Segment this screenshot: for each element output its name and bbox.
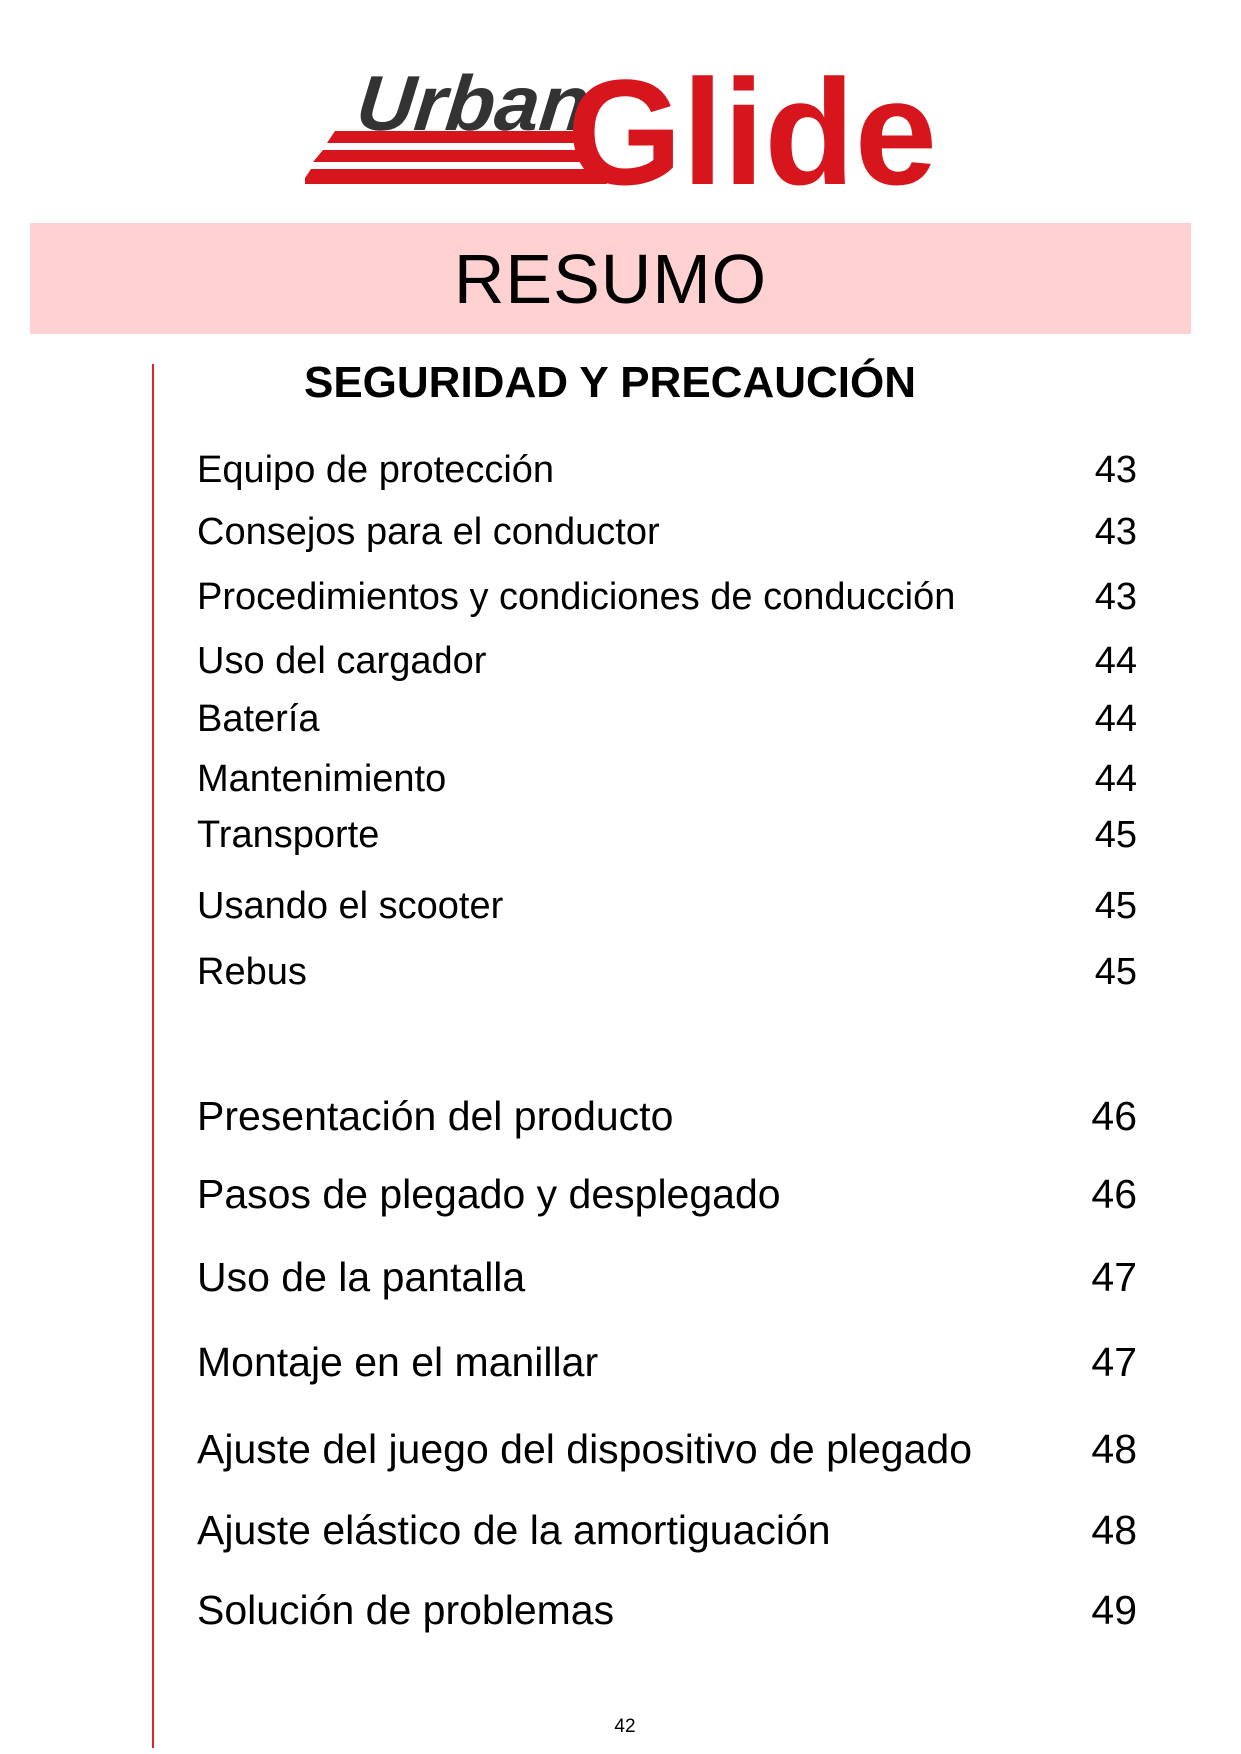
section-title: SEGURIDAD Y PRECAUCIÓN: [303, 358, 917, 407]
toc-label: Presentación del producto: [197, 1093, 674, 1139]
toc-page: 47: [1091, 1339, 1137, 1385]
toc-page: 48: [1091, 1426, 1137, 1472]
toc-page: 46: [1091, 1093, 1137, 1139]
toc-entry[interactable]: Pasos de plegado y desplegado 46: [197, 1174, 1137, 1215]
toc-page: 48: [1091, 1507, 1137, 1553]
toc-page: 44: [1094, 640, 1137, 682]
toc-label: Equipo de protección: [197, 449, 555, 491]
toc-label: Montaje en el manillar: [197, 1339, 599, 1385]
toc-entry[interactable]: Procedimientos y condiciones de conducci…: [197, 578, 1137, 616]
toc-label: Rebus: [197, 951, 307, 993]
toc-entry[interactable]: Equipo de protección 43: [197, 451, 1137, 489]
toc-label: Ajuste elástico de la amortiguación: [197, 1507, 831, 1553]
title-band: RESUMO: [30, 223, 1191, 334]
toc-page: 44: [1094, 758, 1137, 800]
toc-entry[interactable]: Rebus 45: [197, 953, 1137, 991]
toc-label: Usando el scooter: [197, 885, 504, 927]
toc-label: Uso de la pantalla: [197, 1254, 526, 1300]
toc-entry[interactable]: Transporte 45: [197, 816, 1137, 854]
toc-entry[interactable]: Ajuste elástico de la amortiguación 48: [197, 1510, 1137, 1551]
page-title: RESUMO: [453, 239, 768, 318]
toc-page: 45: [1094, 885, 1137, 927]
toc-page: 43: [1094, 576, 1137, 618]
toc-page: 47: [1091, 1254, 1137, 1300]
toc-label: Uso del cargador: [197, 640, 487, 682]
margin-rule: [152, 364, 154, 1748]
toc-label: Consejos para el conductor: [197, 511, 660, 553]
svg-text:Glide: Glide: [567, 48, 937, 198]
toc-page: 45: [1094, 951, 1137, 993]
toc-label: Procedimientos y condiciones de conducci…: [197, 576, 956, 618]
urban-glide-logo: Urban Glide: [305, 48, 937, 198]
toc-page: 43: [1094, 449, 1137, 491]
toc-entry[interactable]: Consejos para el conductor 43: [197, 513, 1137, 551]
toc-label: Mantenimiento: [197, 758, 447, 800]
toc-page: 44: [1094, 698, 1137, 740]
toc-entry[interactable]: Mantenimiento 44: [197, 760, 1137, 798]
toc-entry[interactable]: Presentación del producto 46: [197, 1096, 1137, 1137]
toc-page: 46: [1091, 1171, 1137, 1217]
toc-entry[interactable]: Uso del cargador 44: [197, 642, 1137, 680]
toc-label: Solución de problemas: [197, 1587, 615, 1633]
toc-entry[interactable]: Batería 44: [197, 700, 1137, 738]
toc-label: Batería: [197, 698, 320, 740]
toc-page: 43: [1094, 511, 1137, 553]
page-number: 42: [614, 1716, 636, 1737]
toc-entry[interactable]: Montaje en el manillar 47: [197, 1342, 1137, 1383]
toc-page: 49: [1091, 1587, 1137, 1633]
toc-label: Pasos de plegado y desplegado: [197, 1171, 781, 1217]
toc-label: Transporte: [197, 814, 380, 856]
toc-entry[interactable]: Uso de la pantalla 47: [197, 1257, 1137, 1298]
toc-entry[interactable]: Solución de problemas 49: [197, 1590, 1137, 1631]
toc-entry[interactable]: Usando el scooter 45: [197, 887, 1137, 925]
toc-label: Ajuste del juego del dispositivo de pleg…: [197, 1426, 972, 1472]
toc-entry[interactable]: Ajuste del juego del dispositivo de pleg…: [197, 1429, 1137, 1470]
toc-page: 45: [1094, 814, 1137, 856]
